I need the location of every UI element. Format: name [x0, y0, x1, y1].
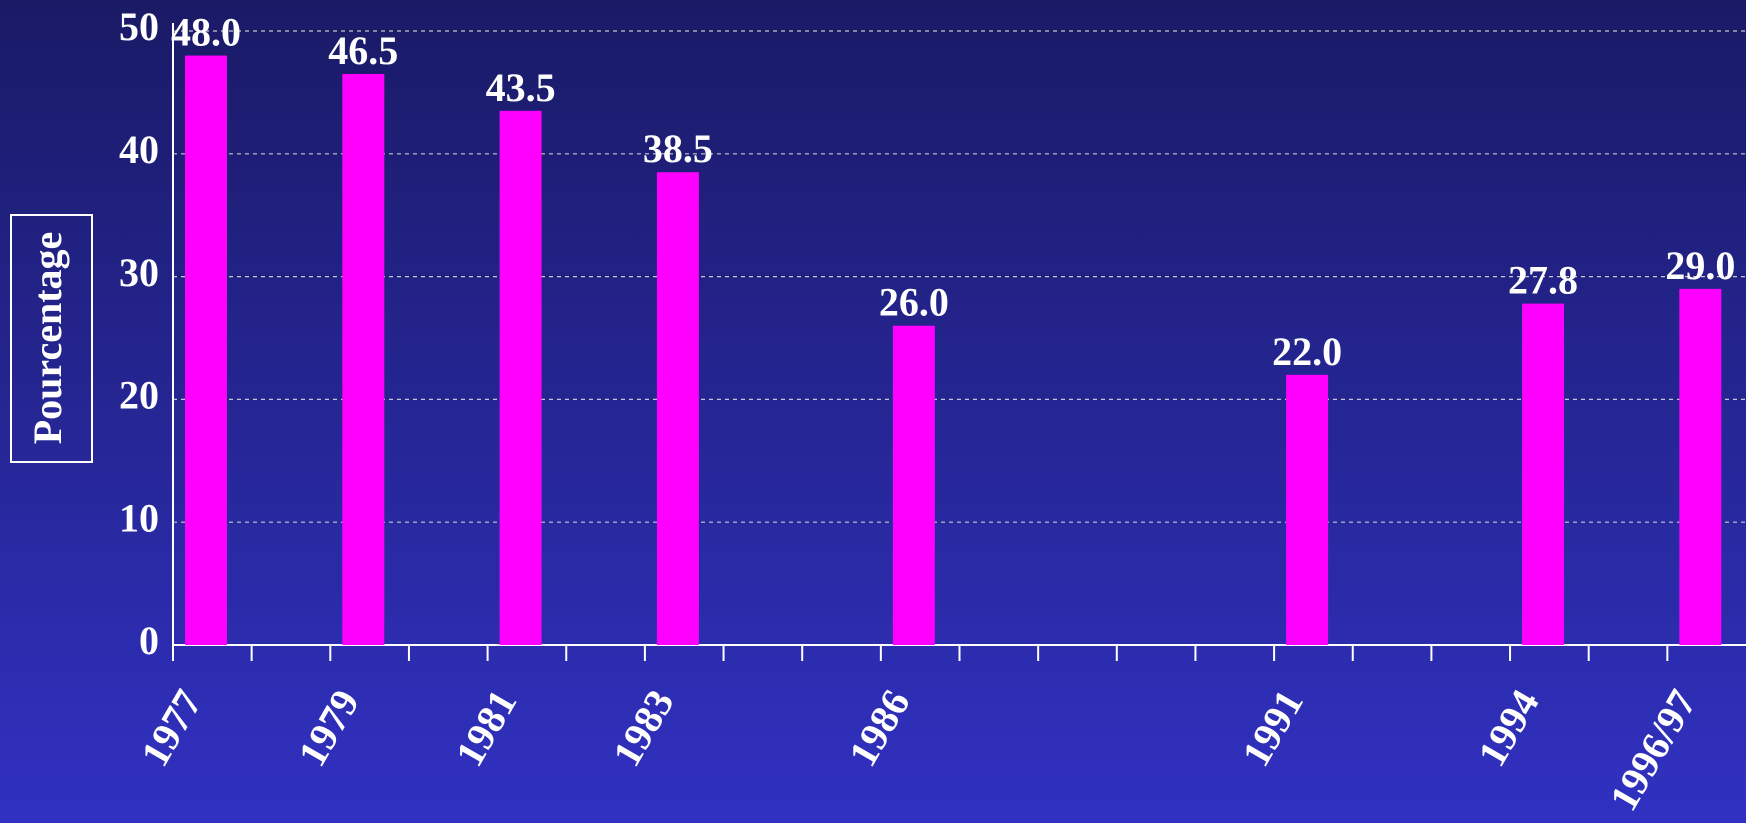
- y-tick-label: 30: [119, 250, 159, 295]
- data-label: 48.0: [171, 10, 241, 55]
- y-tick-label: 40: [119, 127, 159, 172]
- data-label: 46.5: [328, 28, 398, 73]
- bar: [1286, 374, 1329, 645]
- y-tick-label: 20: [119, 373, 159, 418]
- y-label-box: [10, 214, 93, 463]
- y-tick-label: 50: [119, 4, 159, 49]
- data-label: 22.0: [1272, 329, 1342, 374]
- data-label: 43.5: [486, 65, 556, 110]
- bar: [499, 110, 542, 645]
- data-label: 38.5: [643, 126, 713, 171]
- bar: [185, 55, 227, 646]
- bar: [342, 73, 385, 646]
- y-tick-label: 10: [119, 495, 159, 540]
- bar: [1522, 303, 1565, 645]
- data-label: 26.0: [879, 280, 949, 325]
- data-label: 27.8: [1508, 258, 1578, 303]
- bar: [892, 325, 935, 645]
- bar: [656, 172, 699, 645]
- bar: [1679, 288, 1722, 645]
- data-label: 29.0: [1665, 243, 1735, 288]
- y-tick-label: 0: [139, 618, 159, 663]
- y-axis-label: Pourcentage: [25, 232, 70, 445]
